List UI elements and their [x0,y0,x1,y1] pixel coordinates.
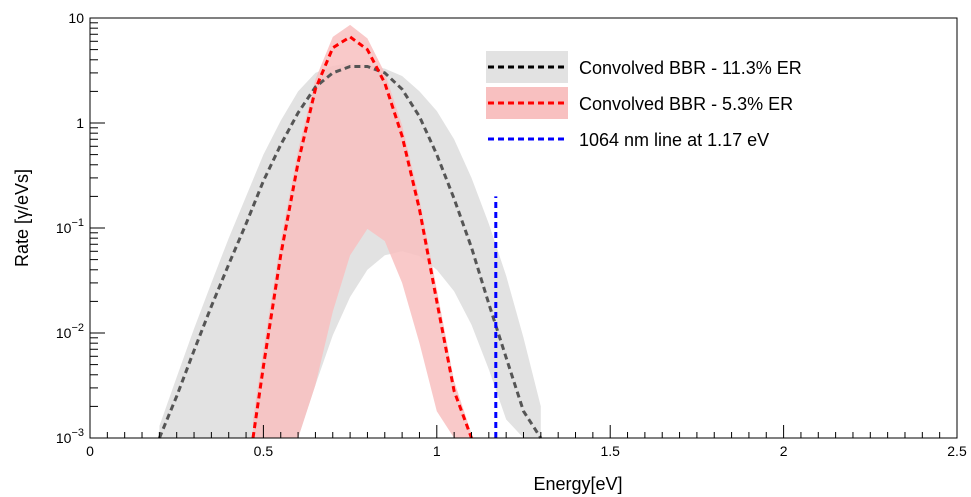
series-lines [158,35,543,439]
x-tick-label: 0.5 [254,443,274,459]
legend-label: Convolved BBR - 11.3% ER [579,58,802,78]
legend-label: Convolved BBR - 5.3% ER [579,94,793,114]
series-1-line [251,35,473,439]
series-0-line [158,65,543,439]
y-tick-label: 10−3 [56,427,84,446]
y-tick-label: 10−2 [56,322,84,341]
y-axis-title: Rate [γ/eVs] [12,169,32,267]
y-tick-label: 10−1 [56,217,84,236]
y-tick-label: 10 [68,10,84,26]
x-tick-label: 2 [780,443,788,459]
y-tick-label: 1 [76,115,84,131]
x-tick-label: 0 [86,443,94,459]
legend: Convolved BBR - 11.3% ER Convolved BBR - … [486,51,802,150]
x-tick-label: 2.5 [947,443,967,459]
x-tick-label: 1 [433,443,441,459]
axes: 0 0.5 1 1.5 2 2.5 10 1 10−1 10−2 10−3 [56,10,967,459]
x-axis-title: Energy[eV] [533,474,622,494]
x-tick-label: 1.5 [600,443,620,459]
legend-label: 1064 nm line at 1.17 eV [579,130,769,150]
